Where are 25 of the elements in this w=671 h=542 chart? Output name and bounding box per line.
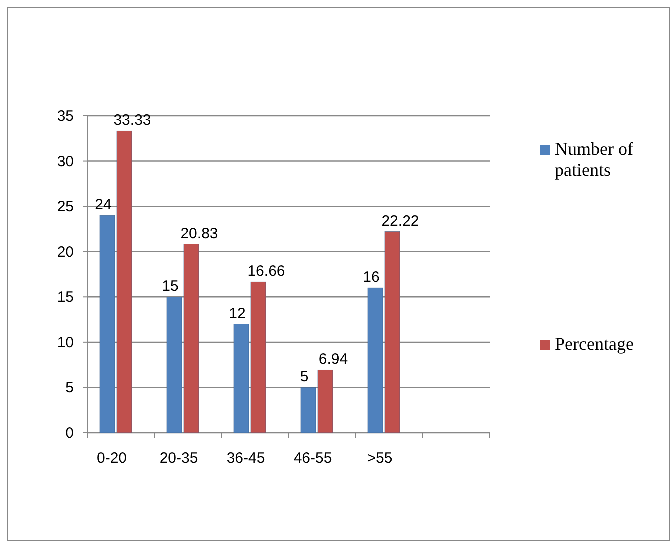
data-label: 12 <box>229 305 246 322</box>
data-label: 33.33 <box>114 112 152 130</box>
data-label: 16 <box>363 269 380 286</box>
y-tick-label: 5 <box>66 380 74 397</box>
data-label: 5 <box>300 368 309 386</box>
data-label: 20.83 <box>180 225 218 242</box>
y-tick-label: 10 <box>57 334 74 352</box>
data-label: 16.66 <box>248 263 286 280</box>
y-tick-label: 30 <box>57 153 74 170</box>
x-tick-label: 36-45 <box>226 450 266 467</box>
x-tick-label: >55 <box>367 450 393 467</box>
x-tick-label: 20-35 <box>160 450 198 467</box>
legend-label: Number of patients <box>555 139 634 180</box>
y-tick-label: 20 <box>57 244 74 261</box>
data-label: 24 <box>95 196 112 214</box>
data-label: 6.94 <box>318 351 348 368</box>
y-tick-label: 0 <box>66 425 74 442</box>
y-tick-label: 15 <box>57 289 74 306</box>
y-tick-label: 25 <box>57 198 74 216</box>
data-label: 15 <box>162 278 179 296</box>
x-tick-label: 46-55 <box>294 450 332 467</box>
y-tick-label: 35 <box>57 108 74 125</box>
legend-label: Percentage <box>555 334 634 354</box>
data-label: 22.22 <box>382 212 420 230</box>
x-tick-label: 0-20 <box>96 450 128 467</box>
